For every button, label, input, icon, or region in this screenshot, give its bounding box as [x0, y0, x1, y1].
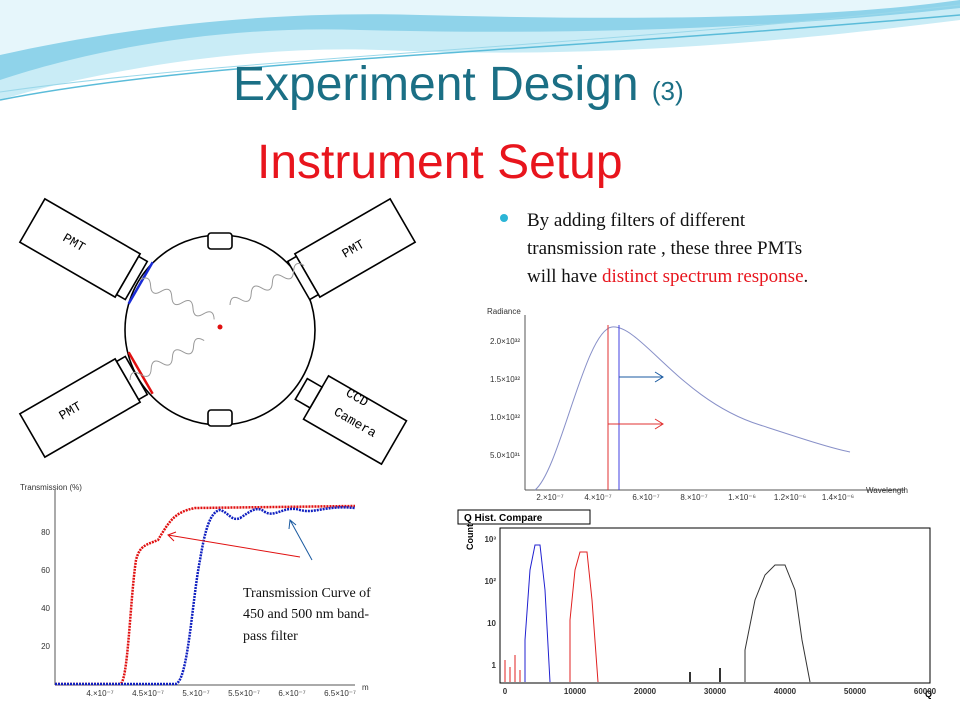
- tick-label: 4.×10⁻⁷: [584, 493, 611, 502]
- tick-label: 20000: [634, 687, 657, 696]
- header-decoration: [0, 0, 960, 101]
- caption: Transmission Curve of 450 and 500 nm ban…: [243, 586, 374, 644]
- tick-label: 1.×10⁻⁶: [728, 493, 756, 502]
- tick-label: 10³: [484, 535, 496, 544]
- tick-label: 10000: [564, 687, 587, 696]
- tick-label: 1.0×10³²: [490, 413, 520, 422]
- radiance-plot: Radiance Wavelength: [455, 305, 918, 500]
- tick-label: 10²: [484, 577, 496, 586]
- axis-label: Q: [925, 689, 932, 699]
- tick-label: 5.×10⁻⁷: [182, 689, 209, 698]
- tick-label: 2.×10⁻⁷: [536, 493, 563, 502]
- tick-label: 50000: [844, 687, 867, 696]
- tick-label: 1: [492, 661, 497, 670]
- tick-label: 5.5×10⁻⁷: [228, 689, 260, 698]
- tick-label: 10: [487, 619, 496, 628]
- tick-label: 6.×10⁻⁷: [632, 493, 659, 502]
- tick-label: 5.0×10³¹: [490, 451, 520, 460]
- tick-label: 40: [41, 604, 50, 613]
- q-hist-plot: Q Hist. Compare Count Q: [455, 508, 942, 700]
- title: Experiment Design (3): [233, 58, 684, 111]
- tick-label: 4.×10⁻⁷: [86, 689, 113, 698]
- tick-label: 60: [41, 566, 50, 575]
- transmission-plot: Transmission (%) m: [15, 478, 377, 700]
- axis-label: Radiance: [487, 307, 521, 316]
- bullet-dot: [500, 214, 508, 222]
- axis-label: Count: [465, 524, 475, 550]
- tick-label: 20: [41, 642, 50, 651]
- tick-label: 6.×10⁻⁷: [278, 689, 305, 698]
- axis-label: Wavelength: [866, 486, 908, 495]
- plot-title: Q Hist. Compare: [464, 513, 543, 524]
- tick-label: 80: [41, 528, 50, 537]
- tick-label: 2.0×10³²: [490, 337, 520, 346]
- tick-label: 1.5×10³²: [490, 375, 520, 384]
- tick-label: 1.4×10⁻⁶: [822, 493, 854, 502]
- axis-label: m: [362, 683, 369, 692]
- tick-label: 8.×10⁻⁷: [680, 493, 707, 502]
- tick-label: 30000: [704, 687, 727, 696]
- tick-label: 60000: [914, 687, 937, 696]
- tick-label: 4.5×10⁻⁷: [132, 689, 164, 698]
- tick-label: 6.5×10⁻⁷: [324, 689, 356, 698]
- setup-diagram: [18, 197, 417, 466]
- tick-label: 40000: [774, 687, 797, 696]
- tick-label: 0: [503, 687, 508, 696]
- bullet-text: By adding filters of different transmissi…: [527, 210, 808, 287]
- tick-label: 1.2×10⁻⁶: [774, 493, 806, 502]
- axis-label: Transmission (%): [20, 483, 82, 492]
- subtitle: Instrument Setup: [257, 136, 623, 189]
